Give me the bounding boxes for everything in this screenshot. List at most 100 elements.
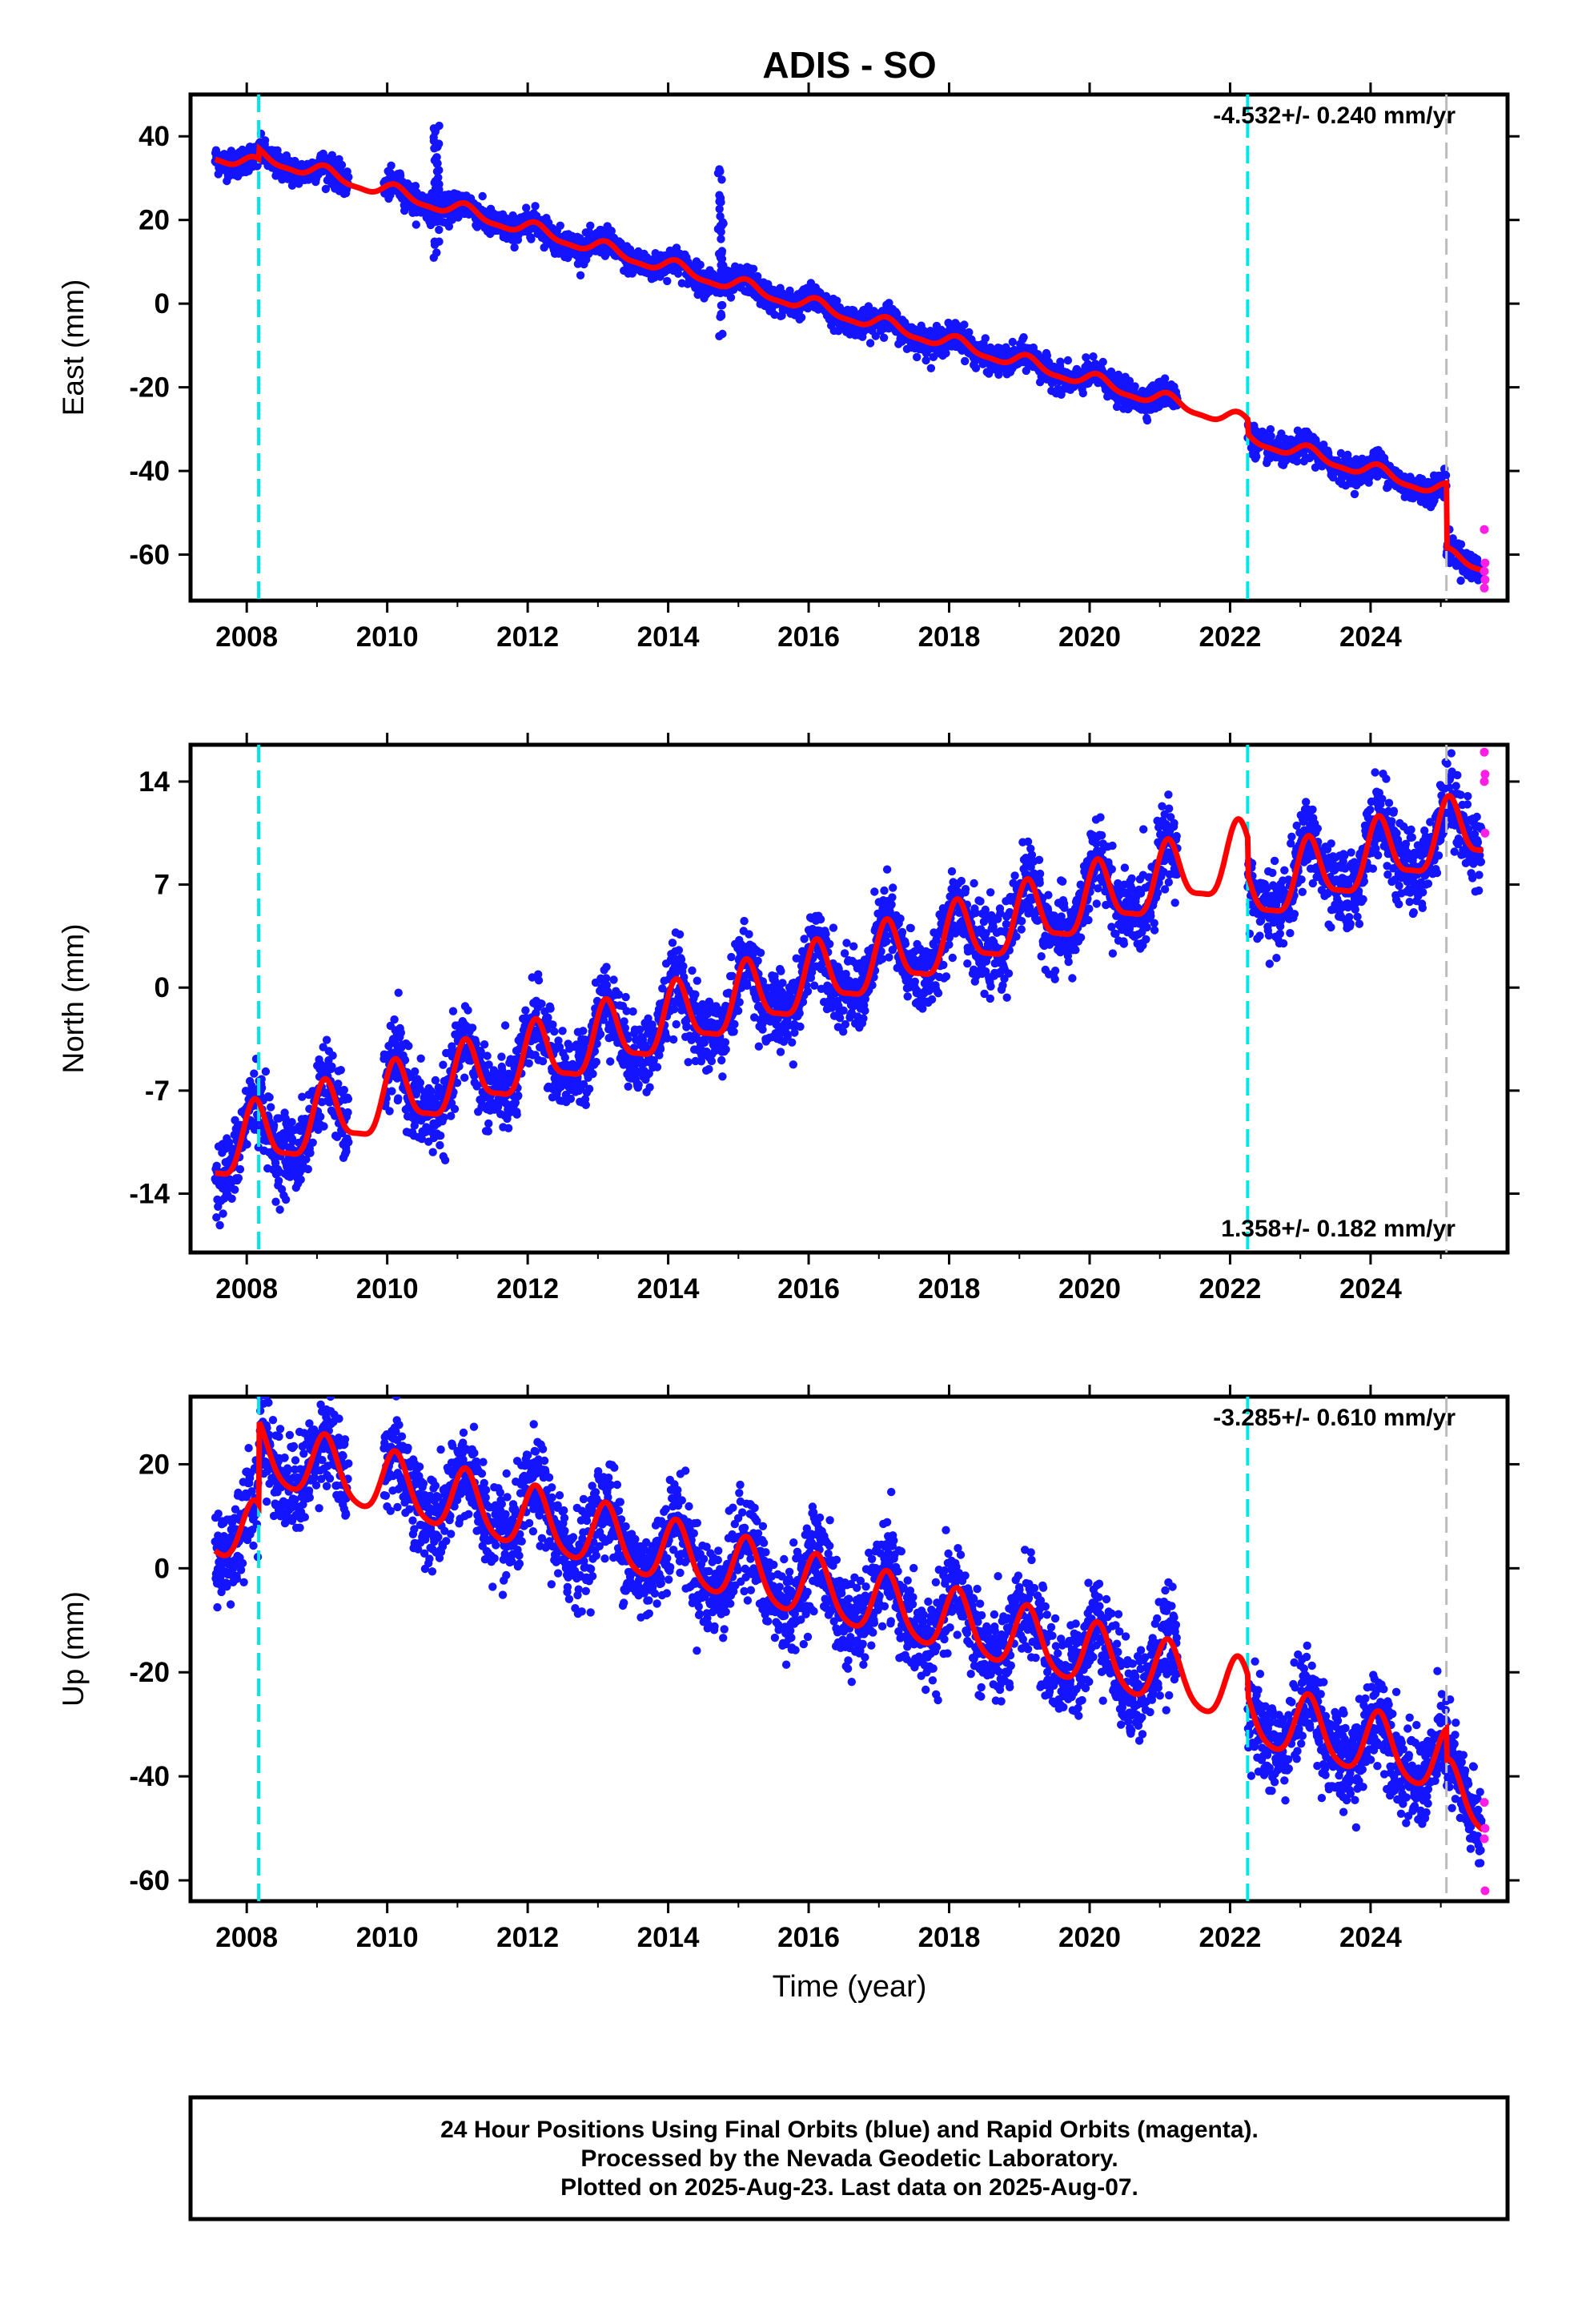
final-orbit-point: [531, 202, 540, 211]
final-orbit-point: [663, 276, 672, 286]
final-orbit-point: [921, 356, 930, 365]
y-tick-label: -20: [129, 372, 170, 404]
final-orbit-point: [435, 225, 444, 235]
final-orbit-point: [321, 184, 331, 194]
final-orbit-point: [1078, 388, 1088, 398]
final-orbit-point: [942, 348, 950, 358]
final-orbit-point: [749, 264, 758, 273]
final-orbit-point: [560, 1053, 569, 1062]
final-orbit-point: [522, 203, 531, 212]
y-tick-label: 0: [155, 288, 170, 320]
final-orbit-point: [440, 1156, 450, 1165]
final-orbit-point: [849, 306, 858, 315]
final-orbit-point: [336, 1066, 345, 1075]
y-axis-label: East (mm): [57, 279, 90, 416]
final-orbit-point: [444, 222, 454, 231]
final-orbit-point: [235, 1164, 245, 1174]
final-orbit-point: [404, 1041, 413, 1051]
final-orbit-point: [579, 1027, 588, 1035]
final-orbit-point: [483, 1051, 492, 1060]
final-orbit-point: [260, 136, 270, 145]
final-orbit-point: [322, 1035, 331, 1044]
chart-title: ADIS - SO: [762, 44, 936, 86]
final-orbit-point: [484, 1127, 492, 1136]
final-orbit-point: [971, 364, 981, 372]
panel-east: 2008 2010 2012 2014 2016 2018 2020 2022 20244020…: [57, 82, 1520, 653]
final-orbit-point: [913, 352, 921, 362]
final-orbit-point: [510, 243, 519, 252]
final-orbit-point: [267, 1103, 275, 1112]
final-orbit-point: [981, 334, 990, 343]
final-orbit-point: [480, 1040, 489, 1049]
final-orbit-point: [673, 269, 683, 278]
final-orbit-point: [428, 1148, 437, 1156]
final-orbit-point: [717, 273, 726, 283]
final-orbit-point: [464, 1006, 472, 1015]
final-orbit-point: [411, 182, 420, 191]
final-orbit-point: [394, 988, 403, 997]
final-orbit-point: [753, 271, 762, 281]
final-orbit-point: [319, 1122, 328, 1131]
final-orbit-point: [548, 1020, 557, 1029]
final-orbit-point: [430, 237, 439, 246]
x-tick-label: 2018: [918, 621, 981, 653]
final-orbit-point: [715, 204, 724, 214]
final-orbit-point: [696, 260, 705, 269]
final-orbit-point: [436, 1131, 445, 1140]
final-orbit-point: [484, 1119, 493, 1128]
final-orbit-point: [215, 1220, 224, 1230]
final-orbit-point: [1350, 489, 1359, 499]
final-orbit-point: [281, 1195, 291, 1204]
final-orbit-point: [514, 1091, 523, 1100]
final-orbit-point: [460, 1073, 469, 1082]
final-orbit-point: [1130, 382, 1139, 391]
final-orbit-point: [227, 1194, 236, 1204]
final-orbit-point: [584, 1084, 594, 1093]
final-orbit-point: [432, 154, 440, 163]
final-orbit-point: [534, 976, 544, 985]
final-orbit-point: [450, 1104, 460, 1114]
final-orbit-point: [606, 1057, 615, 1066]
final-orbit-point: [387, 161, 396, 170]
final-orbit-point: [537, 999, 546, 1008]
final-orbit-point: [576, 271, 585, 279]
final-orbit-point: [521, 1006, 530, 1015]
final-orbit-point: [1456, 540, 1466, 549]
final-orbit-point: [478, 191, 487, 201]
final-orbit-point: [339, 1085, 348, 1095]
final-orbit-point: [716, 288, 725, 298]
final-orbit-point: [411, 1067, 420, 1076]
final-orbit-point: [1098, 357, 1107, 367]
final-orbit-point: [250, 1069, 259, 1078]
rapid-orbit-point: [1480, 558, 1490, 568]
rapid-orbit-point: [1480, 525, 1489, 534]
final-orbit-point: [436, 1140, 444, 1150]
x-tick-label: 2010: [356, 621, 419, 653]
final-orbit-point: [726, 293, 736, 302]
final-orbit-point: [871, 332, 881, 340]
final-orbit-point: [416, 1054, 425, 1063]
final-orbit-point: [1441, 471, 1451, 480]
final-orbit-point: [500, 1021, 510, 1030]
final-orbit-point: [447, 1112, 456, 1120]
final-orbit-point: [261, 1067, 271, 1076]
final-orbit-point: [717, 247, 727, 255]
final-orbit-point: [211, 146, 221, 155]
final-orbit-point: [961, 356, 970, 366]
final-orbit-point: [1063, 356, 1073, 365]
final-orbit-point: [328, 1051, 337, 1060]
final-orbit-point: [308, 1138, 317, 1148]
final-orbit-point: [864, 302, 873, 311]
panels: 2008 2010 2012 2014 2016 2018 2020 2022 20244020…: [57, 82, 1520, 1953]
final-orbit-point: [1252, 452, 1261, 461]
final-orbit-point: [275, 1205, 284, 1214]
final-orbit-point: [1008, 337, 1018, 347]
final-orbit-point: [431, 1076, 440, 1085]
final-orbit-point: [833, 296, 841, 305]
final-orbit-point: [394, 1094, 403, 1103]
final-orbit-point: [448, 1007, 458, 1015]
final-orbit-point: [243, 1140, 251, 1149]
final-orbit-point: [497, 1052, 506, 1061]
final-orbit-point: [960, 320, 969, 329]
